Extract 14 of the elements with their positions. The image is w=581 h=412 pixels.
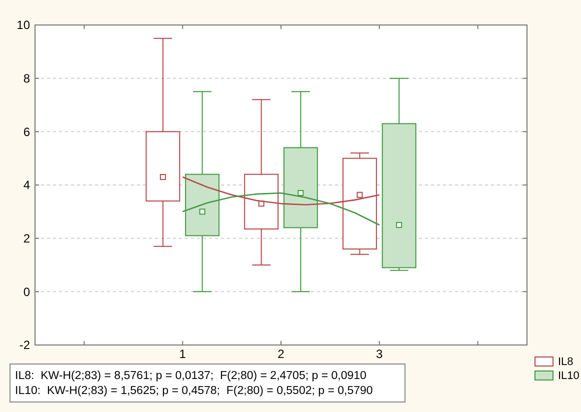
- y-tick-label: 8: [23, 72, 30, 86]
- y-tick-label: 4: [23, 178, 30, 192]
- x-tick-label: 2: [278, 347, 285, 361]
- legend-label: IL8: [558, 356, 574, 368]
- y-tick-label: -2: [19, 338, 30, 352]
- y-tick-label: 10: [16, 18, 30, 32]
- y-tick-label: 2: [23, 232, 30, 246]
- text: IL10: KW-H(2;83) = 1,5625; p = 0,4578; F(2;80) = 0,5502; p = 0,5790: [15, 385, 373, 397]
- text: IL8: KW-H(2;83) = 8,5761; p = 0,0137; F(2;80) = 2,4705; p = 0,0910: [15, 370, 366, 382]
- y-tick-label: 6: [23, 124, 30, 139]
- x-tick-label: 3: [376, 347, 384, 361]
- legend-label: IL10: [558, 370, 580, 382]
- x-tick-label: 1: [179, 347, 186, 361]
- y-tick-label: 0: [23, 284, 30, 299]
